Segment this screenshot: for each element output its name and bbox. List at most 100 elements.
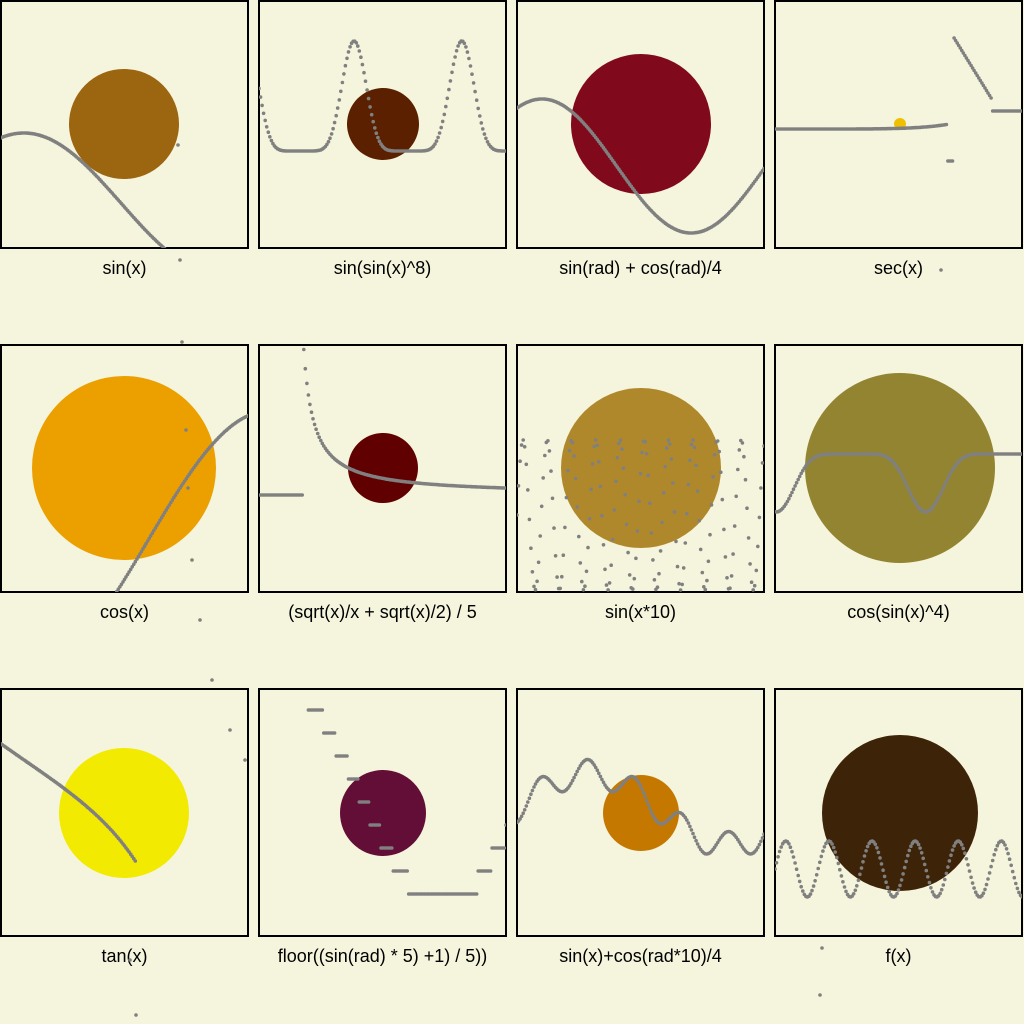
curve-point <box>969 875 973 880</box>
curve-point <box>941 486 946 490</box>
curve-point <box>918 846 922 850</box>
curve-point <box>332 731 337 735</box>
curve-point <box>504 486 506 490</box>
curve-point <box>533 587 538 592</box>
curve-point <box>138 552 142 556</box>
curve-point <box>312 422 317 427</box>
curve-point <box>759 839 763 844</box>
curve-point <box>1009 863 1013 868</box>
curve-point <box>578 561 583 565</box>
curve-point <box>311 417 315 421</box>
curve-point <box>152 528 156 533</box>
curve-point <box>598 774 603 779</box>
curve-point <box>810 888 814 893</box>
curve-point <box>777 849 782 854</box>
curve-point <box>760 836 764 840</box>
curve-point <box>904 859 908 864</box>
curve-point <box>405 869 410 873</box>
curve-point <box>757 515 762 520</box>
curve-point <box>933 501 938 506</box>
curve-point <box>153 526 158 530</box>
curve-point <box>147 536 151 541</box>
curve-point <box>776 855 780 859</box>
circle-marker <box>571 54 711 194</box>
curve-point <box>986 877 990 881</box>
chart-panel: sin(rad) + cos(rad)/4 <box>516 0 765 278</box>
curve-point <box>793 484 797 488</box>
curve-point <box>722 527 726 532</box>
curve-point <box>337 98 342 102</box>
curve-point <box>268 135 272 139</box>
curve-point <box>899 878 904 882</box>
curve-point <box>652 578 657 582</box>
chart-panel: f(x) <box>774 688 1023 966</box>
curve-point <box>881 868 885 872</box>
chart-panel: (sqrt(x)/x + sqrt(x)/2) / 5 <box>258 344 507 622</box>
curve-point <box>939 887 944 892</box>
curve-point <box>719 470 723 475</box>
curve-point <box>259 86 261 91</box>
curve-point <box>569 781 573 786</box>
curve-point <box>356 777 360 781</box>
curve-point <box>530 570 535 574</box>
curve-point <box>439 125 444 130</box>
curve-point <box>835 855 839 860</box>
curve-point <box>471 81 476 85</box>
curve-point <box>919 851 924 855</box>
stray-point <box>228 728 232 732</box>
curve-point <box>907 489 912 493</box>
curve-point <box>813 879 817 883</box>
curve-point <box>705 578 709 583</box>
curve-point <box>921 856 925 861</box>
curve-point <box>729 574 734 578</box>
curve-point <box>740 441 745 445</box>
curve-point <box>474 98 479 102</box>
curve-point <box>470 72 474 76</box>
curve-point <box>757 842 762 847</box>
curve-point <box>474 892 479 896</box>
curve-point <box>787 496 791 501</box>
curve-point <box>748 562 752 566</box>
curve-point <box>529 792 533 796</box>
curve-point <box>851 892 856 896</box>
curve <box>259 39 506 153</box>
panel-label: sin(x)+cos(rad*10)/4 <box>559 946 722 966</box>
curve-point <box>799 471 803 476</box>
curve-point <box>345 56 349 61</box>
curve-point <box>686 821 691 825</box>
panel-label: sin(x) <box>103 258 147 278</box>
curve-point <box>156 521 161 525</box>
curve-point <box>788 845 793 849</box>
curve-point <box>939 489 944 494</box>
curve-point <box>454 49 459 53</box>
curve-point <box>882 874 887 879</box>
curve-point <box>924 868 929 873</box>
curve-point <box>901 476 905 480</box>
circle-marker <box>822 735 978 891</box>
curve-point <box>450 70 454 75</box>
panel-frame <box>0 688 249 937</box>
curve-point <box>609 563 613 567</box>
curve-point <box>553 554 558 558</box>
stray-point <box>176 143 180 147</box>
curve-point <box>749 580 754 584</box>
curve-point <box>651 813 655 817</box>
curve-point <box>456 44 460 48</box>
curve-point <box>575 769 579 774</box>
curve-point <box>315 431 320 436</box>
curve-point <box>694 463 698 468</box>
curve-point <box>462 41 467 46</box>
curve-point <box>811 884 816 888</box>
curve-point <box>970 881 975 885</box>
curve-point <box>481 127 485 131</box>
curve-point <box>964 857 969 861</box>
curve-point <box>657 571 661 576</box>
circle-marker <box>69 69 179 179</box>
curve-point <box>715 439 720 443</box>
curve-point <box>967 869 972 873</box>
curve-point <box>671 481 675 485</box>
curve-point <box>691 438 695 442</box>
curve-point <box>791 855 796 859</box>
curve-point <box>708 532 712 537</box>
curve-point <box>595 768 600 772</box>
